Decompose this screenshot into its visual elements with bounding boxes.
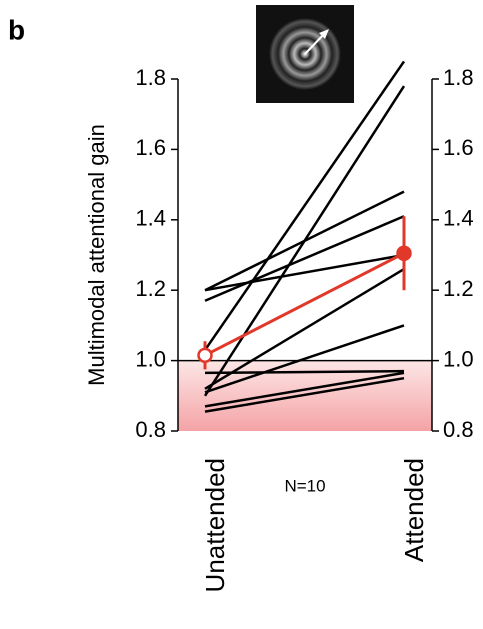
- subject-line: [204, 215, 405, 302]
- panel-label: b: [8, 14, 25, 45]
- subject-line: [204, 324, 405, 394]
- y-tick-label: 1.2: [135, 276, 166, 301]
- annotation: N=10: [284, 476, 325, 495]
- stimulus-icon: [256, 5, 354, 103]
- subject-line: [204, 371, 405, 408]
- y-tick-label: 1.8: [135, 65, 166, 90]
- y2-tick-label: 1.8: [443, 65, 474, 90]
- x-tick-label: Attended: [399, 458, 429, 562]
- y-tick-label: 1.0: [135, 346, 166, 371]
- x-tick-label: Unattended: [200, 458, 230, 592]
- y-axis-label: Multimodal attentional gain: [84, 124, 109, 386]
- y2-tick-label: 1.4: [443, 206, 474, 231]
- subject-line: [204, 376, 405, 413]
- subject-line: [204, 369, 405, 375]
- mean-point: [396, 245, 412, 261]
- y2-tick-label: 1.6: [443, 135, 474, 160]
- y2-tick-label: 0.8: [443, 417, 474, 442]
- mean-line: [204, 251, 405, 357]
- y-tick-label: 1.4: [135, 206, 166, 231]
- y-tick-label: 1.6: [135, 135, 166, 160]
- y-tick-label: 0.8: [135, 417, 166, 442]
- subject-line: [204, 268, 405, 390]
- subject-line: [204, 253, 405, 292]
- mean-point: [197, 347, 213, 364]
- subject-line: [204, 190, 405, 292]
- y2-tick-label: 1.0: [443, 346, 474, 371]
- subject-line: [203, 60, 406, 351]
- y2-tick-label: 1.2: [443, 276, 474, 301]
